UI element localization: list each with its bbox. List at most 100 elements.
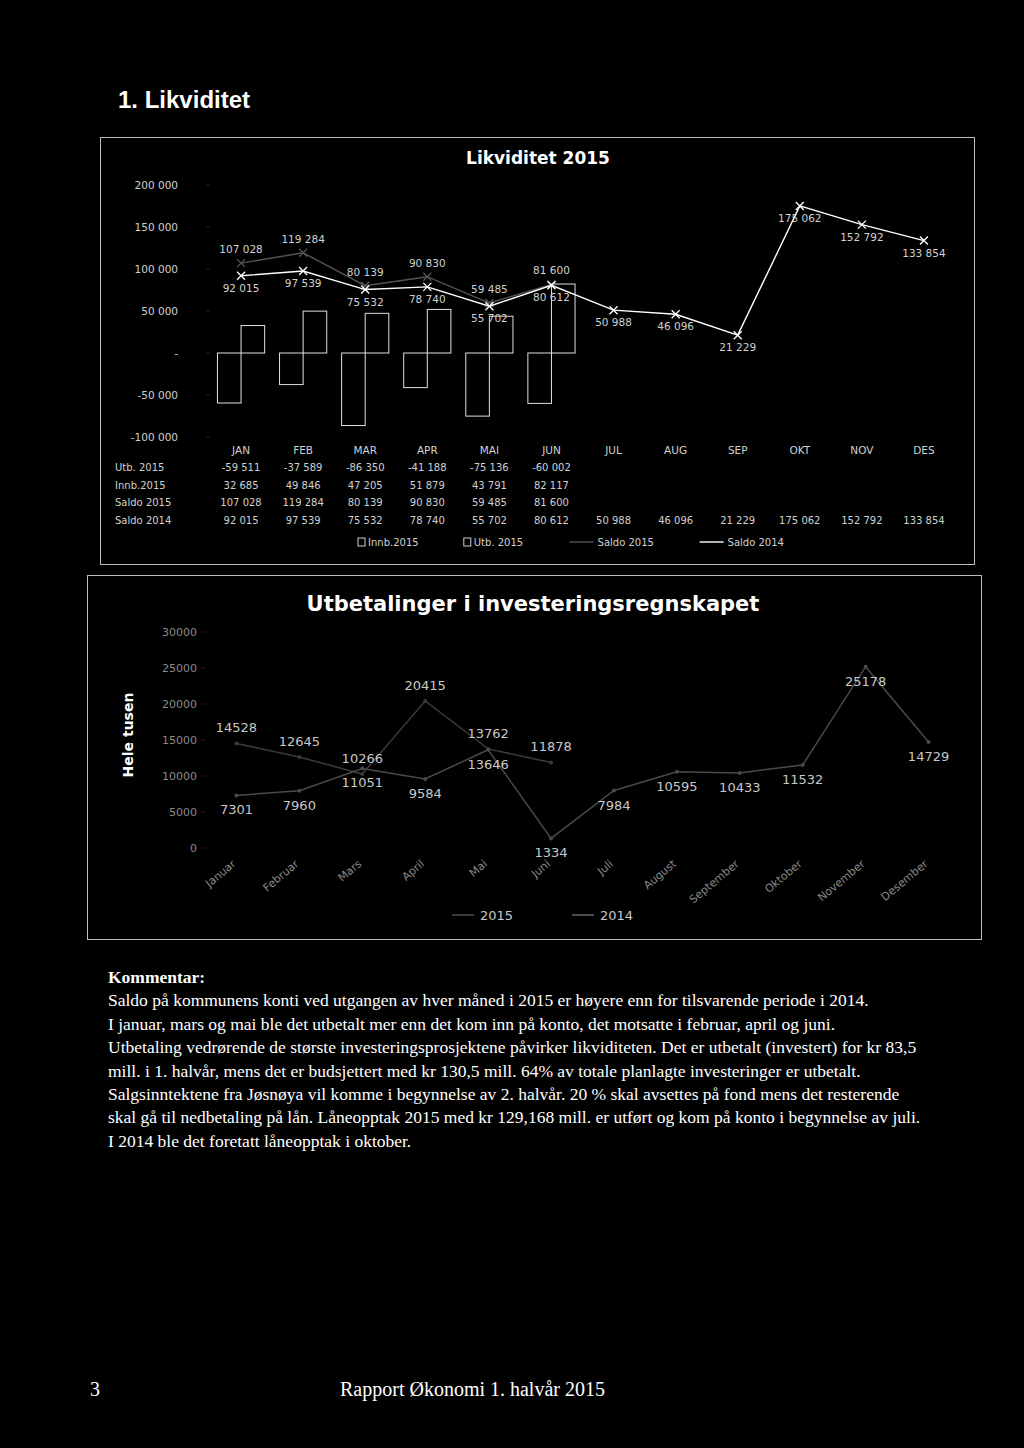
x-tick-label: April	[400, 857, 428, 883]
x-tick-label: Mai	[467, 857, 490, 879]
investment-chart: Utbetalinger i investeringsregnskapetHel…	[87, 575, 982, 940]
table-cell: 175 062	[779, 515, 820, 526]
bar	[280, 353, 304, 385]
data-label: 92 015	[223, 282, 260, 294]
point	[360, 766, 364, 770]
y-tick-label: -	[174, 347, 178, 359]
marker	[734, 331, 742, 339]
y-tick-label: 0	[190, 842, 197, 855]
legend-label: Saldo 2014	[728, 537, 784, 548]
data-label: 10595	[656, 779, 697, 794]
chart-title: Likviditet 2015	[466, 148, 610, 168]
x-tick-label: Juli	[594, 857, 616, 878]
table-cell: 90 830	[410, 497, 445, 508]
y-tick	[206, 269, 210, 270]
marker	[858, 221, 866, 229]
y-tick	[201, 740, 205, 741]
y-tick-label: 10000	[162, 770, 197, 783]
marker	[610, 306, 618, 314]
table-cell: 92 015	[224, 515, 259, 526]
x-tick-label: AUG	[664, 444, 687, 456]
y-tick	[201, 704, 205, 705]
y-tick-label: 50 000	[141, 305, 178, 317]
data-label: 11532	[782, 772, 823, 787]
data-label: 7301	[220, 802, 253, 817]
marker	[920, 237, 928, 245]
bar	[303, 311, 327, 353]
data-label: 59 485	[471, 283, 508, 295]
table-row-label: Innb.2015	[115, 480, 166, 491]
bar	[466, 353, 490, 416]
x-tick-label: NOV	[850, 444, 874, 456]
data-label: 25178	[845, 674, 886, 689]
y-tick	[201, 776, 205, 777]
data-label: 9584	[409, 786, 442, 801]
comment: Kommentar:Saldo på kommunens konti ved u…	[108, 966, 923, 1153]
bar	[427, 309, 451, 353]
data-label: 133 854	[902, 247, 946, 259]
table-cell: 47 205	[348, 480, 383, 491]
x-tick-label: APR	[417, 444, 438, 456]
table-cell: -41 188	[408, 462, 447, 473]
table-cell: 49 846	[286, 480, 321, 491]
table-cell: 55 702	[472, 515, 507, 526]
table-cell: 51 879	[410, 480, 445, 491]
table-cell: 97 539	[286, 515, 321, 526]
x-tick-label: August	[641, 857, 679, 892]
point	[612, 789, 616, 793]
bar	[528, 353, 552, 403]
legend-label: Saldo 2015	[598, 537, 654, 548]
chart-frame	[101, 138, 975, 565]
data-label: 80 139	[347, 266, 384, 278]
legend-swatch	[452, 914, 474, 916]
plot-marks	[217, 202, 928, 426]
point	[234, 793, 238, 797]
table-cell: 75 532	[348, 515, 383, 526]
y-tick	[206, 353, 210, 354]
data-label: 78 740	[409, 293, 446, 305]
legend-label: Utb. 2015	[474, 537, 523, 548]
page: {"heading": "1. Likviditet", "chart_data…	[0, 0, 1024, 1448]
data-labels: 107 028119 28480 13990 83059 48581 60092…	[219, 212, 946, 353]
marker	[423, 273, 431, 281]
y-tick-label: 30000	[162, 626, 197, 639]
x-tick-label: OKT	[789, 444, 810, 456]
marker	[672, 310, 680, 318]
data-label: 81 600	[533, 264, 570, 276]
data-label: 12645	[279, 734, 320, 749]
y-tick	[201, 668, 205, 669]
y-tick-label: 5000	[169, 806, 197, 819]
x-tick-label: DES	[913, 444, 935, 456]
marker	[299, 249, 307, 257]
liquidity-chart: Likviditet 2015-100 000-50 000-50 000100…	[100, 137, 975, 565]
data-label: 175 062	[778, 212, 821, 224]
bar	[365, 313, 389, 353]
y-tick	[206, 395, 210, 396]
table-cell: -59 511	[222, 462, 261, 473]
x-tick-label: Mars	[336, 857, 365, 884]
data-label: 152 792	[840, 231, 883, 243]
legend-swatch	[464, 538, 471, 546]
x-tick-label: JAN	[231, 444, 250, 456]
table-cell: 80 612	[534, 515, 569, 526]
line	[241, 206, 924, 335]
y-tick-label: 25000	[162, 662, 197, 675]
x-tick-label: MAR	[353, 444, 377, 456]
data-label: 14528	[216, 720, 257, 735]
y-axis-label: Hele tusen	[120, 693, 136, 778]
x-tick-label: Juni	[528, 857, 553, 881]
table-cell: 21 229	[720, 515, 755, 526]
table-cell: 107 028	[220, 497, 261, 508]
data-label: 14729	[908, 749, 949, 764]
x-tick-label: MAI	[480, 444, 499, 456]
legend-swatch	[358, 538, 365, 546]
line	[236, 701, 551, 774]
point	[675, 770, 679, 774]
data-label: 97 539	[285, 277, 322, 289]
data-label: 46 096	[657, 320, 694, 332]
footer-text: Rapport Økonomi 1. halvår 2015	[340, 1378, 605, 1401]
marker	[796, 202, 804, 210]
marker	[485, 302, 493, 310]
data-label: 21 229	[719, 341, 756, 353]
table-cell: 152 792	[841, 515, 882, 526]
